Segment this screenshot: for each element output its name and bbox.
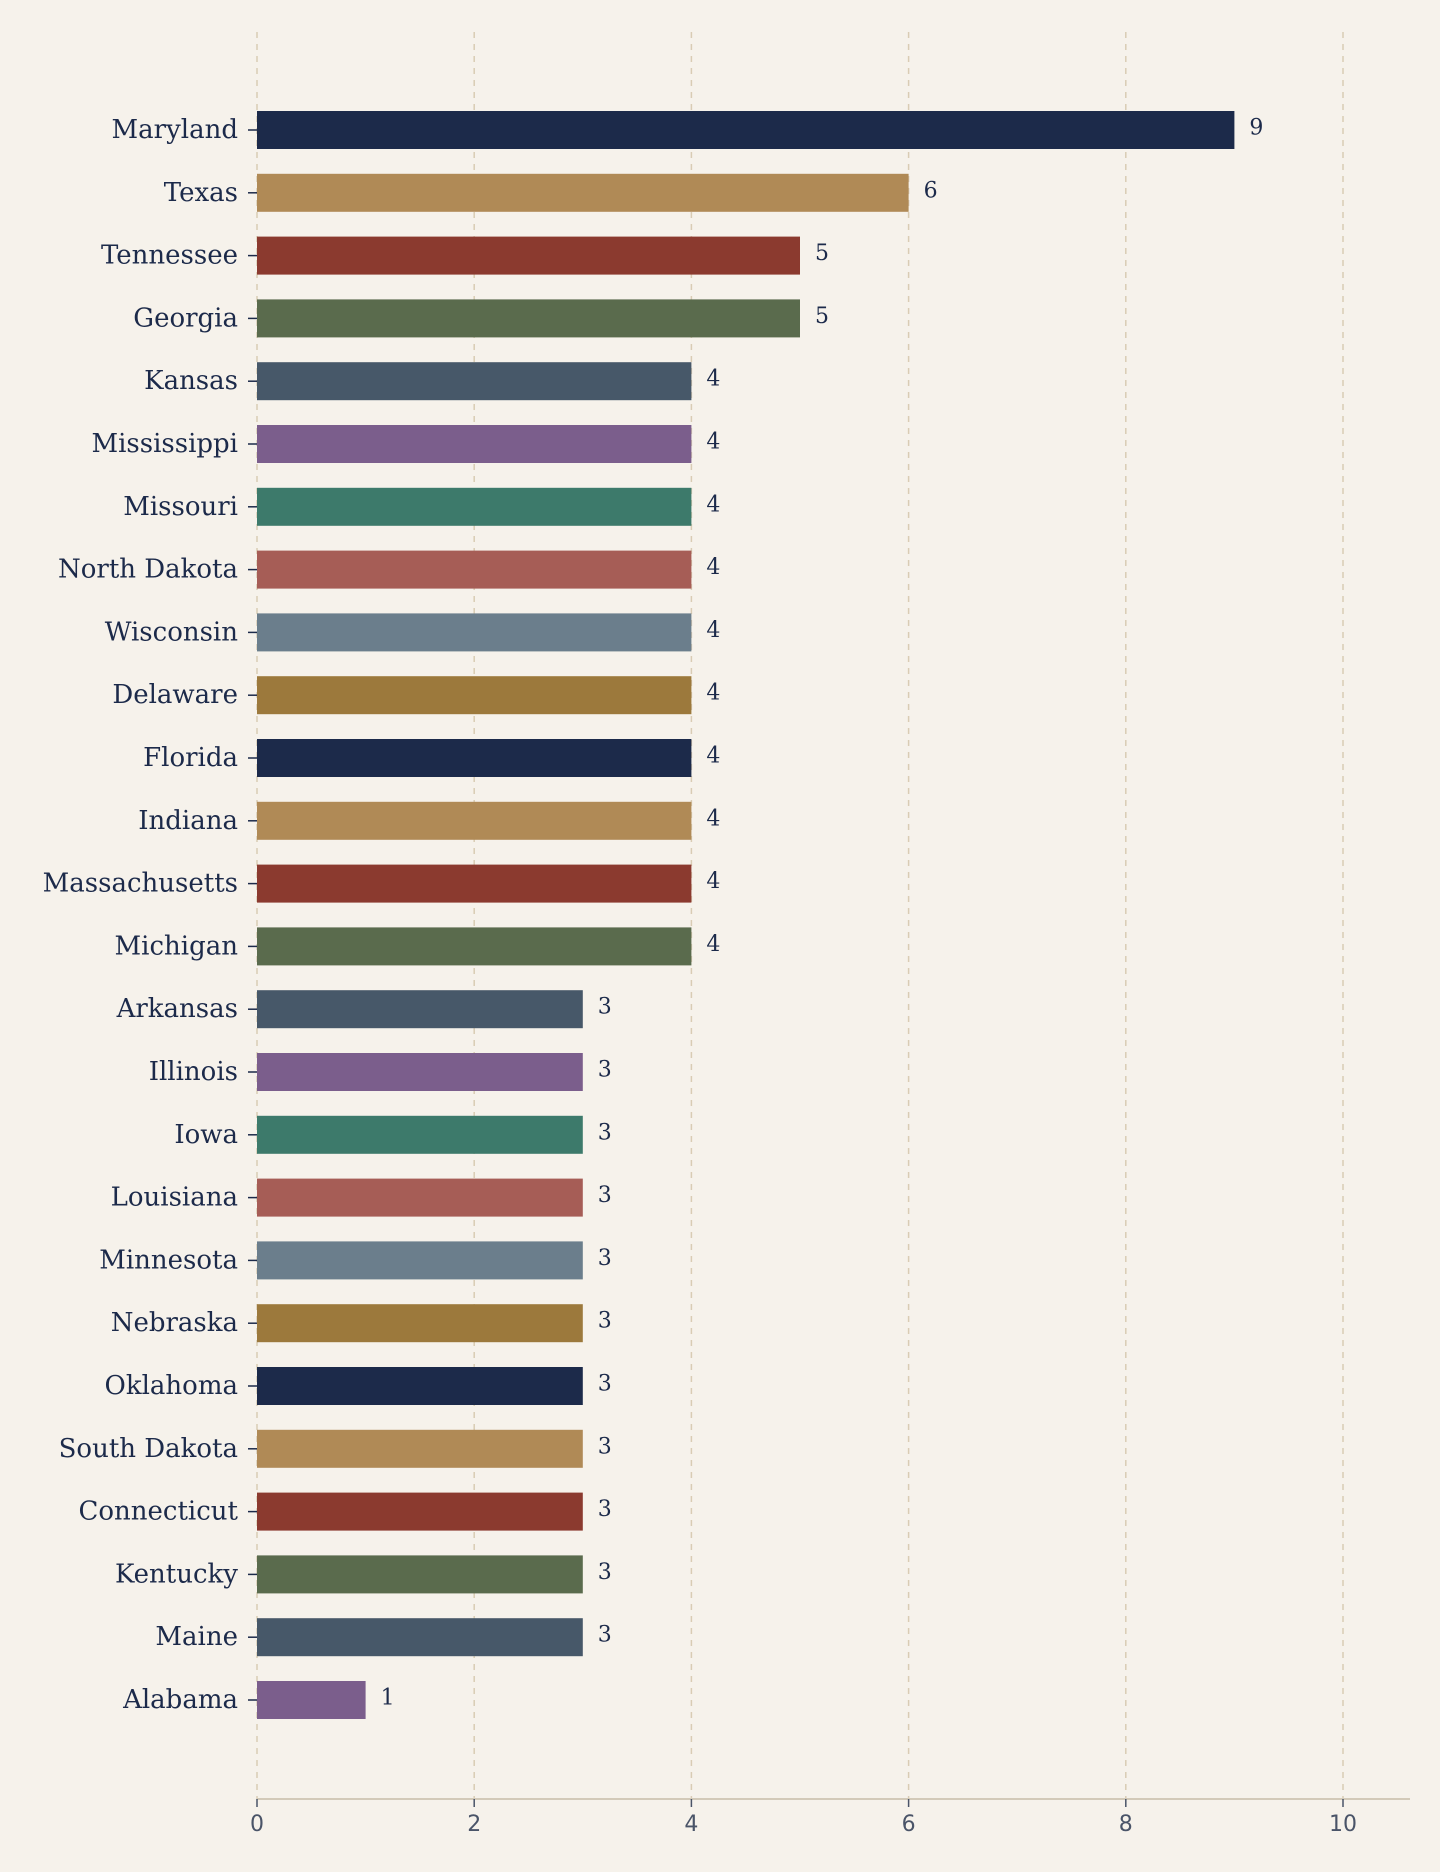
category-label-maryland: Maryland [112, 115, 238, 145]
value-label-wisconsin: 4 [706, 618, 720, 643]
value-label-oklahoma: 3 [598, 1372, 612, 1397]
bar-minnesota [257, 1241, 583, 1280]
bar-oklahoma [257, 1367, 583, 1405]
category-label-michigan: Michigan [115, 931, 239, 961]
category-label-north-dakota: North Dakota [58, 555, 238, 585]
value-label-indiana: 4 [706, 806, 720, 831]
bar-iowa [257, 1115, 583, 1154]
value-label-north-dakota: 4 [706, 555, 720, 580]
x-tick-label-10: 10 [1329, 1812, 1357, 1837]
category-label-oklahoma: Oklahoma [105, 1371, 238, 1401]
value-label-arkansas: 3 [598, 995, 612, 1020]
bar-indiana [257, 801, 692, 840]
category-label-tennessee: Tennessee [101, 241, 238, 271]
category-label-kansas: Kansas [144, 366, 238, 396]
bar-maine [257, 1618, 583, 1657]
category-label-connecticut: Connecticut [78, 1497, 238, 1527]
category-label-indiana: Indiana [138, 806, 238, 836]
category-label-delaware: Delaware [112, 680, 238, 710]
value-label-missouri: 4 [706, 492, 720, 517]
bars-layer [257, 111, 1235, 1719]
value-label-kansas: 4 [706, 367, 720, 392]
category-label-iowa: Iowa [174, 1120, 238, 1150]
grid-layer [256, 32, 1344, 1799]
x-tick-label-2: 2 [467, 1812, 481, 1837]
category-label-florida: Florida [143, 743, 238, 773]
category-label-wisconsin: Wisconsin [105, 617, 239, 647]
bar-illinois [257, 1053, 583, 1091]
bar-georgia [257, 299, 800, 338]
bar-texas [257, 173, 909, 212]
bar-mississippi [257, 425, 692, 463]
value-label-louisiana: 3 [598, 1183, 612, 1208]
value-label-kentucky: 3 [598, 1560, 612, 1585]
labels-layer: Maryland 9 Texas 6 Tennessee 5 Georgia 5 Kansas 4… [43, 115, 1264, 1715]
value-label-massachusetts: 4 [706, 869, 720, 894]
value-label-maine: 3 [598, 1623, 612, 1648]
x-axis: 0 2 4 6 8 10 [250, 1798, 1410, 1837]
bar-tennessee [257, 236, 800, 275]
bar-michigan [257, 927, 692, 966]
x-tick-label-6: 6 [902, 1812, 916, 1837]
category-label-massachusetts: Massachusetts [43, 869, 238, 899]
category-label-mississippi: Mississippi [91, 429, 238, 459]
value-label-illinois: 3 [598, 1058, 612, 1083]
category-label-maine: Maine [155, 1622, 238, 1652]
category-label-minnesota: Minnesota [99, 1245, 238, 1275]
bar-wisconsin [257, 613, 692, 652]
x-tick-label-0: 0 [250, 1812, 264, 1837]
category-label-nebraska: Nebraska [111, 1308, 238, 1338]
category-label-louisiana: Louisiana [111, 1183, 238, 1213]
value-label-iowa: 3 [598, 1120, 612, 1145]
bar-massachusetts [257, 864, 692, 903]
category-label-georgia: Georgia [133, 303, 238, 333]
x-tick-label-8: 8 [1119, 1812, 1133, 1837]
bar-kentucky [257, 1555, 583, 1594]
value-label-florida: 4 [706, 744, 720, 769]
category-label-south-dakota: South Dakota [59, 1434, 238, 1464]
value-label-georgia: 5 [815, 304, 829, 329]
bar-delaware [257, 676, 692, 715]
category-label-arkansas: Arkansas [116, 994, 238, 1024]
value-label-alabama: 1 [381, 1686, 395, 1711]
category-label-alabama: Alabama [122, 1685, 238, 1715]
value-label-connecticut: 3 [598, 1497, 612, 1522]
bar-nebraska [257, 1304, 583, 1343]
x-tick-label-4: 4 [684, 1812, 698, 1837]
bar-arkansas [257, 990, 583, 1029]
bar-alabama [257, 1681, 366, 1719]
bar-north-dakota [257, 550, 692, 589]
bar-kansas [257, 362, 692, 401]
category-label-missouri: Missouri [123, 492, 238, 522]
value-label-tennessee: 5 [815, 241, 829, 266]
bar-florida [257, 739, 692, 777]
bar-connecticut [257, 1492, 583, 1531]
bar-louisiana [257, 1178, 583, 1217]
category-label-kentucky: Kentucky [115, 1559, 238, 1589]
value-label-maryland: 9 [1249, 116, 1263, 141]
value-label-michigan: 4 [706, 932, 720, 957]
value-label-texas: 6 [924, 178, 938, 203]
value-label-delaware: 4 [706, 681, 720, 706]
value-label-south-dakota: 3 [598, 1434, 612, 1459]
value-label-minnesota: 3 [598, 1246, 612, 1271]
value-label-mississippi: 4 [706, 430, 720, 455]
bar-maryland [257, 111, 1235, 149]
bar-missouri [257, 487, 692, 526]
category-label-illinois: Illinois [149, 1057, 238, 1087]
category-label-texas: Texas [164, 178, 238, 208]
bar-south-dakota [257, 1429, 583, 1468]
value-label-nebraska: 3 [598, 1309, 612, 1334]
